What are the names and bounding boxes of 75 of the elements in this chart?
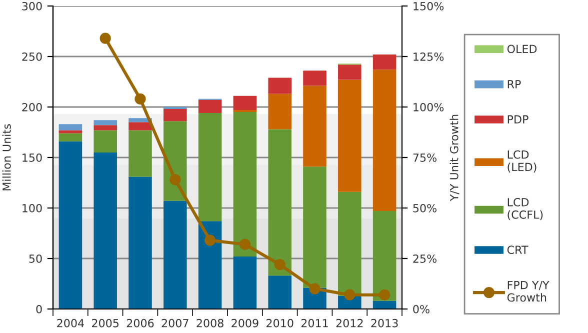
x-tick-label: 2005 (92, 318, 119, 328)
bar (338, 80, 362, 192)
bar (198, 221, 222, 309)
x-tick-label: 2008 (196, 318, 224, 328)
y-axis-title: Million Units (2, 124, 11, 190)
bar (164, 200, 187, 309)
bar (303, 166, 326, 288)
y-tick-label: 150 (22, 153, 42, 162)
legend-label: LCD (LED) (508, 150, 536, 172)
bar (128, 130, 152, 177)
point (378, 289, 390, 300)
y2-tick-label: 150% (414, 2, 444, 10)
bar (372, 300, 396, 309)
bar (268, 129, 292, 276)
point (100, 32, 111, 44)
bar (303, 86, 326, 167)
legend-label: PDP (508, 115, 528, 124)
y2-tick-label: 75% (413, 153, 436, 162)
point (344, 289, 356, 300)
x-tick-label: 2007 (162, 318, 188, 328)
y-tick-label: 300 (22, 2, 42, 10)
bar (338, 64, 362, 80)
point (134, 93, 146, 104)
bar (372, 70, 396, 212)
point (170, 174, 181, 186)
y2-tick-label: 125% (414, 52, 444, 61)
x-tick-label: 2012 (336, 318, 363, 328)
y-tick-label: 100 (22, 204, 42, 212)
point (239, 238, 251, 250)
legend-label: LCD (CCFL) (508, 198, 543, 220)
bar (233, 256, 257, 309)
y-tick-label: 200 (22, 102, 42, 112)
bar (338, 192, 362, 296)
bar (303, 70, 326, 86)
y2-axis-title: Y/Y Unit Growth (450, 114, 460, 202)
bar (268, 94, 292, 130)
bar (58, 133, 82, 142)
legend-label: CRT (507, 246, 528, 254)
bar (268, 276, 292, 309)
legend-label: FPD Y/Y Growth (507, 280, 550, 302)
point (204, 234, 216, 246)
x-tick-label: 2011 (301, 318, 328, 328)
y2-tick-label: 50% (413, 204, 436, 212)
x-tick-label: 2004 (57, 318, 84, 328)
bar (58, 130, 82, 134)
bar (372, 54, 396, 70)
bar (164, 109, 187, 122)
y-tick-label: 250 (22, 52, 42, 61)
x-tick-label: 2009 (232, 318, 258, 328)
bar (128, 122, 152, 130)
y-tick-label: 50 (29, 254, 42, 263)
y-tick-label: 0 (36, 304, 42, 314)
legend-label: OLED (507, 44, 537, 54)
legend-label: RP (508, 80, 521, 88)
bar (94, 120, 117, 126)
x-tick-label: 2010 (266, 318, 294, 328)
point (309, 283, 320, 294)
x-tick-label: 2006 (126, 318, 154, 328)
point (274, 259, 286, 270)
bar (94, 125, 117, 130)
bar (198, 100, 222, 114)
bar (94, 152, 117, 309)
x-tick-label: 2013 (371, 318, 398, 328)
bar (233, 96, 257, 110)
bar (233, 112, 257, 256)
bar (58, 124, 82, 130)
y2-tick-label: 100% (414, 102, 444, 112)
bar (198, 113, 222, 222)
bar (94, 130, 117, 152)
y2-tick-label: 0% (413, 304, 430, 314)
bar (268, 78, 292, 94)
y2-tick-label: 25% (413, 254, 436, 263)
bar (128, 176, 152, 309)
bar (372, 211, 396, 301)
bar (58, 141, 82, 309)
